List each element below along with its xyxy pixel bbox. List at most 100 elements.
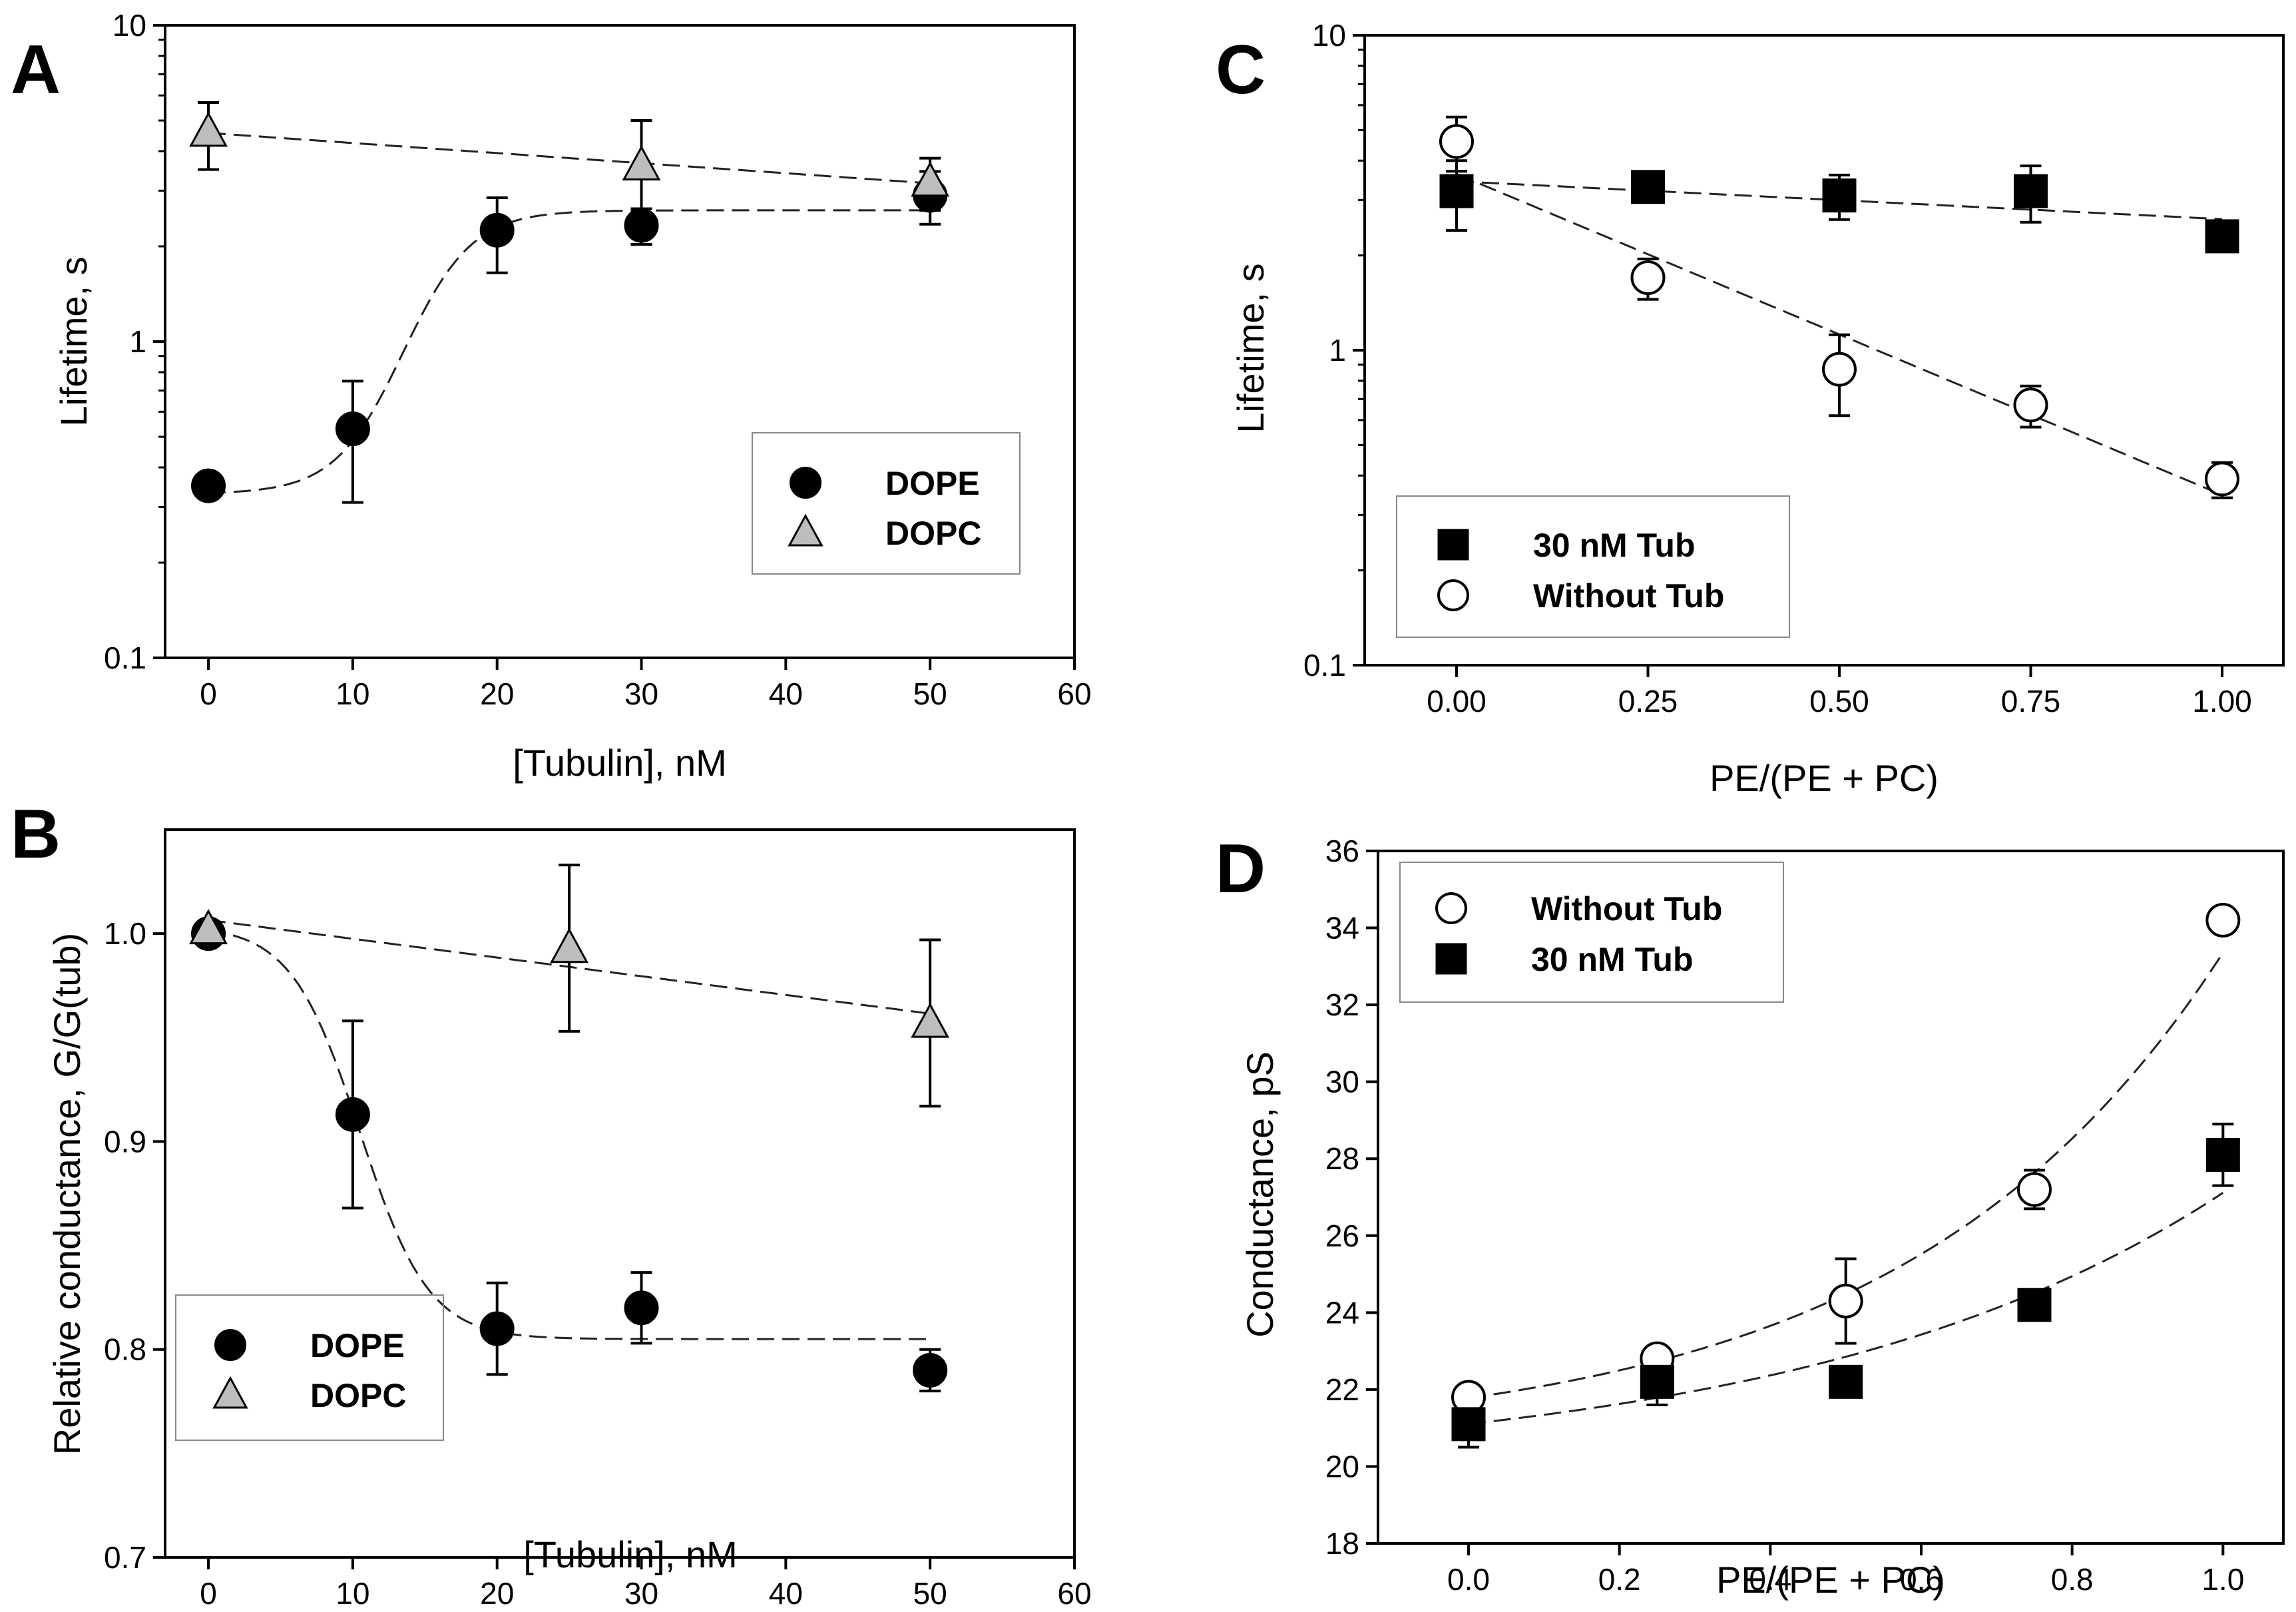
x-axis-title-b: [Tubulin], nM <box>523 1533 738 1575</box>
x-tick-label: 0.25 <box>1618 684 1678 718</box>
error-bars-c <box>1446 115 2233 499</box>
x-tick-label: 0.2 <box>1598 1562 1641 1597</box>
ticks-b: 0 10 20 30 40 50 60 0.7 0.8 0.9 1.0 <box>104 916 1092 1611</box>
data-point-d-1 <box>1451 1407 1486 1442</box>
x-tick-label: 10 <box>336 676 369 711</box>
panel-letter-c: C <box>1216 31 1265 109</box>
data-point-c-1 <box>1822 352 1857 387</box>
legend-symbol-d-0 <box>1435 892 1467 924</box>
y-tick-label: 36 <box>1325 834 1359 868</box>
x-tick-label: 0 <box>200 1576 217 1611</box>
data-point-c-0 <box>1822 178 1857 213</box>
x-tick-label: 60 <box>1057 1576 1091 1611</box>
x-tick-label: 1.0 <box>2201 1562 2244 1597</box>
x-axis-title-d: PE/(PE + PC) <box>1716 1559 1945 1601</box>
x-tick-label: 20 <box>480 1576 514 1611</box>
data-point-c-0 <box>1439 174 1474 208</box>
data-point-b-0 <box>479 1311 515 1346</box>
y-tick-label: 0.7 <box>104 1540 146 1575</box>
legend-symbols-c <box>1437 529 1469 611</box>
plot-frame-c <box>1363 34 2285 667</box>
legend-label-d-without: Without Tub <box>1531 890 1722 928</box>
x-tick-label: 50 <box>913 1576 947 1611</box>
y-axis-title-c: Lifetime, s <box>1230 263 1271 433</box>
y-tick-label: 0.1 <box>104 641 146 675</box>
x-axis-title-c: PE/(PE + PC) <box>1710 757 1939 799</box>
data-points-c <box>1439 124 2239 497</box>
data-point-d-0 <box>2017 1172 2052 1207</box>
data-point-c-0 <box>1631 170 1665 204</box>
x-tick-label: 30 <box>624 1576 658 1611</box>
y-tick-label: 22 <box>1325 1372 1359 1407</box>
data-points-d <box>1451 903 2241 1442</box>
data-point-b-1 <box>189 909 228 945</box>
y-tick-label: 32 <box>1325 987 1359 1022</box>
legend-box-c <box>1396 495 1790 638</box>
y-tick-label: 0.9 <box>104 1124 146 1159</box>
fit-lines-d <box>1468 951 2224 1425</box>
data-point-d-1 <box>2205 1137 2240 1172</box>
data-point-d-1 <box>1640 1364 1674 1399</box>
data-point-d-1 <box>2017 1288 2052 1322</box>
x-tick-label: 0.75 <box>2001 684 2061 718</box>
plot-frame-a <box>164 24 1076 659</box>
plot-frame-b <box>164 828 1076 1559</box>
x-tick-label: 40 <box>769 1576 803 1611</box>
error-bars-a <box>198 101 941 504</box>
panel-b: B 0 10 20 30 40 50 60 0.7 0.8 0.9 1.0 [Tubulin], n… <box>11 796 1092 1611</box>
x-tick-label: 30 <box>624 676 658 711</box>
data-point-d-1 <box>1829 1364 1863 1399</box>
x-tick-label: 50 <box>913 676 947 711</box>
legend-label-c-tub: 30 nM Tub <box>1533 527 1696 564</box>
x-tick-label: 0.8 <box>2051 1562 2094 1597</box>
legend-symbol-a-0 <box>790 467 821 499</box>
x-tick-label: 0.4 <box>1749 1562 1791 1597</box>
fit-line-b-0 <box>208 929 931 1340</box>
legend-a: DOPE DOPC <box>752 432 1021 575</box>
data-point-a-1 <box>911 161 950 197</box>
data-point-a-0 <box>624 208 659 243</box>
y-tick-label: 1 <box>129 324 146 359</box>
y-tick-label: 18 <box>1325 1526 1359 1561</box>
data-point-c-1 <box>2013 388 2048 423</box>
legend-symbol-d-1 <box>1435 943 1467 975</box>
panel-a: A 0 10 20 30 40 50 60 0.1 1 10 [Tubulin], nM Life… <box>11 8 1092 784</box>
data-point-d-0 <box>1828 1284 1863 1318</box>
x-tick-label: 60 <box>1057 676 1091 711</box>
legend-symbol-b-1 <box>212 1376 248 1409</box>
x-tick-label: 0.50 <box>1809 684 1869 718</box>
panel-c: C 0.00 0.25 0.50 0.75 1.00 0.1 1 10 PE/(PE + PC… <box>1216 18 2285 799</box>
panel-letter-d: D <box>1216 830 1265 908</box>
legend-symbols-b <box>212 1329 248 1409</box>
data-point-a-0 <box>191 468 226 503</box>
y-tick-label: 1 <box>1329 333 1346 368</box>
data-point-b-1 <box>550 928 589 963</box>
legend-label-b-dopc: DOPC <box>310 1377 406 1414</box>
data-point-c-1 <box>1630 260 1666 295</box>
data-point-c-1 <box>1439 124 1474 159</box>
legend-symbol-c-1 <box>1437 579 1469 611</box>
data-point-c-1 <box>2205 461 2239 497</box>
data-points-a <box>189 111 950 503</box>
y-tick-label: 26 <box>1325 1218 1359 1253</box>
legend-box-a <box>752 432 1021 575</box>
y-tick-label: 10 <box>1312 18 1346 53</box>
data-point-b-1 <box>911 1002 950 1038</box>
x-tick-label: 0.6 <box>1900 1562 1943 1597</box>
y-axis-title-b: Relative conductance, G/G(tub) <box>46 933 88 1455</box>
data-point-a-1 <box>189 111 228 147</box>
data-point-d-0 <box>2205 903 2241 938</box>
y-tick-label: 20 <box>1325 1449 1359 1483</box>
legend-box-b <box>175 1294 444 1441</box>
y-axis-title-a: Lifetime, s <box>53 256 95 426</box>
data-point-a-1 <box>622 145 661 180</box>
y-tick-label: 10 <box>113 8 146 43</box>
legend-symbol-b-0 <box>214 1329 246 1361</box>
x-tick-label: 10 <box>336 1576 369 1611</box>
legend-symbol-c-0 <box>1437 529 1469 561</box>
legend-label-a-dopc: DOPC <box>885 515 981 552</box>
legend-symbol-a-1 <box>788 513 823 547</box>
ticks-d: 0.0 0.2 0.4 0.6 0.8 1.0 18 20 22 24 26 28 30 32 34 36 <box>1325 834 2244 1597</box>
data-point-b-0 <box>335 1097 370 1132</box>
